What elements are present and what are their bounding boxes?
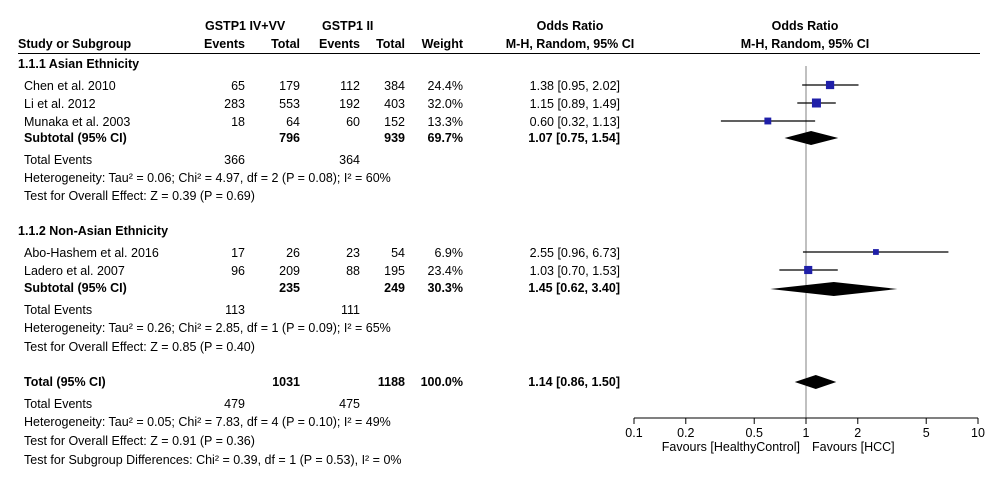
study-marker — [804, 265, 813, 275]
total-or-ci: 1.14 [0.86, 1.50] — [528, 375, 620, 389]
events2: 192 — [339, 97, 360, 111]
or-ci: 1.38 [0.95, 2.02] — [529, 79, 620, 93]
or-title-right: Odds Ratio — [771, 19, 839, 33]
subtotal-label: Subtotal (95% CI) — [24, 131, 127, 145]
total1: 64 — [286, 115, 300, 129]
total-weight: 100.0% — [420, 375, 463, 389]
group1-header: GSTP1 IV+VV — [205, 19, 286, 33]
overall-effect: Test for Overall Effect: Z = 0.85 (P = 0… — [24, 340, 255, 354]
total-events-label: Total Events — [24, 153, 93, 167]
total-events-label: Total Events — [24, 303, 93, 317]
events2: 60 — [346, 115, 360, 129]
weight: 32.0% — [427, 97, 463, 111]
total2: 403 — [384, 97, 405, 111]
events1: 65 — [231, 79, 245, 93]
subgroup-differences: Test for Subgroup Differences: Chi² = 0.… — [24, 453, 402, 467]
or-ci: 2.55 [0.96, 6.73] — [529, 246, 620, 260]
study-marker — [764, 117, 772, 125]
total-events1: 113 — [225, 303, 245, 317]
total-label: Total (95% CI) — [24, 375, 106, 389]
overall-effect: Test for Overall Effect: Z = 0.91 (P = 0… — [24, 434, 255, 448]
subtotal-or-ci: 1.45 [0.62, 3.40] — [528, 281, 620, 295]
total1: 553 — [279, 97, 300, 111]
total2: 384 — [384, 79, 405, 93]
subgroup-title: 1.1.1 Asian Ethnicity — [18, 57, 140, 71]
weight: 24.4% — [427, 79, 463, 93]
total-events2: 364 — [339, 153, 360, 167]
events2: 88 — [346, 264, 360, 278]
overall-effect: Test for Overall Effect: Z = 0.39 (P = 0… — [24, 189, 255, 203]
study-name: Ladero et al. 2007 — [24, 264, 125, 278]
total2: 54 — [391, 246, 405, 260]
or-ci: 0.60 [0.32, 1.13] — [529, 115, 620, 129]
events1: 283 — [224, 97, 245, 111]
total2: 195 — [384, 264, 405, 278]
events1: 96 — [231, 264, 245, 278]
subtotal-total2: 249 — [384, 281, 405, 295]
events1: 17 — [231, 246, 245, 260]
subtotal-or-ci: 1.07 [0.75, 1.54] — [528, 131, 620, 145]
heterogeneity: Heterogeneity: Tau² = 0.06; Chi² = 4.97,… — [24, 171, 391, 185]
events1-header: Events — [204, 37, 245, 51]
favours-right-label: Favours [HCC] — [812, 440, 895, 454]
total-events2: 475 — [339, 397, 360, 411]
total1-header: Total — [271, 37, 300, 51]
summary-diamond — [784, 131, 839, 145]
total-events1: 479 — [224, 397, 245, 411]
x-tick-label: 0.2 — [677, 426, 694, 440]
study-header: Study or Subgroup — [18, 37, 132, 51]
events2-header: Events — [319, 37, 360, 51]
total2-header: Total — [376, 37, 405, 51]
total-events1: 366 — [224, 153, 245, 167]
group2-header: GSTP1 II — [322, 19, 374, 33]
total1: 179 — [279, 79, 300, 93]
subgroup-title: 1.1.2 Non-Asian Ethnicity — [18, 224, 169, 238]
subtotal-total1: 796 — [279, 131, 300, 145]
header-rule — [18, 53, 980, 54]
study-name: Abo-Hashem et al. 2016 — [24, 246, 159, 260]
study-marker — [873, 249, 879, 255]
summary-diamond — [794, 375, 837, 389]
total-total2: 1188 — [377, 375, 405, 389]
x-tick-label: 1 — [803, 426, 810, 440]
weight: 13.3% — [427, 115, 463, 129]
x-tick-label: 0.5 — [746, 426, 763, 440]
total1: 26 — [286, 246, 300, 260]
or-method-left: M-H, Random, 95% CI — [505, 37, 635, 51]
subtotal-total2: 939 — [384, 131, 405, 145]
or-ci: 1.03 [0.70, 1.53] — [529, 264, 620, 278]
events2: 112 — [340, 79, 360, 93]
heterogeneity: Heterogeneity: Tau² = 0.26; Chi² = 2.85,… — [24, 321, 391, 335]
study-name: Munaka et al. 2003 — [24, 115, 131, 129]
events1: 18 — [231, 115, 245, 129]
weight: 6.9% — [434, 246, 464, 260]
subtotal-weight: 69.7% — [427, 131, 463, 145]
subtotal-total1: 235 — [279, 281, 300, 295]
total-events-label: Total Events — [24, 397, 93, 411]
weight: 23.4% — [427, 264, 463, 278]
x-tick-label: 2 — [854, 426, 861, 440]
or-title-left: Odds Ratio — [536, 19, 604, 33]
weight-header: Weight — [421, 37, 463, 51]
favours-left-label: Favours [HealthyControl] — [661, 440, 800, 454]
subtotal-label: Subtotal (95% CI) — [24, 281, 127, 295]
heterogeneity: Heterogeneity: Tau² = 0.05; Chi² = 7.83,… — [24, 415, 391, 429]
x-tick-label: 0.1 — [625, 426, 642, 440]
subtotal-weight: 30.3% — [427, 281, 463, 295]
events2: 23 — [346, 246, 360, 260]
or-method-right: M-H, Random, 95% CI — [740, 37, 870, 51]
or-ci: 1.15 [0.89, 1.49] — [529, 97, 620, 111]
study-marker — [811, 98, 821, 108]
total-total1: 1031 — [272, 375, 300, 389]
total1: 209 — [279, 264, 300, 278]
total-events2: 111 — [340, 303, 360, 317]
total2: 152 — [384, 115, 405, 129]
x-tick-label: 10 — [971, 426, 985, 440]
study-name: Li et al. 2012 — [24, 97, 96, 111]
study-marker — [825, 80, 835, 90]
study-name: Chen et al. 2010 — [24, 79, 116, 93]
x-tick-label: 5 — [923, 426, 930, 440]
summary-diamond — [770, 282, 898, 296]
